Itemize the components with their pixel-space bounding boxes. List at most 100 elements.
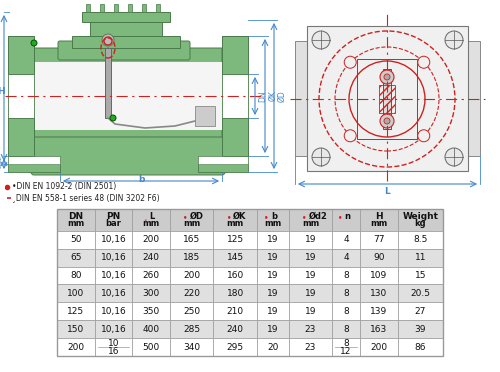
Bar: [94, 320, 132, 338]
Text: 100: 100: [67, 289, 84, 298]
Bar: [170, 320, 214, 338]
Text: 19: 19: [267, 325, 278, 334]
Bar: [132, 231, 170, 248]
Bar: [132, 266, 170, 285]
Bar: [170, 231, 214, 248]
Text: 220: 220: [183, 289, 200, 298]
Bar: [214, 266, 257, 285]
Circle shape: [418, 130, 430, 142]
Text: 4: 4: [343, 235, 349, 244]
Circle shape: [344, 130, 356, 142]
Bar: [198, 156, 248, 164]
Bar: [128, 4, 132, 12]
FancyBboxPatch shape: [8, 36, 34, 156]
Text: H: H: [375, 212, 382, 221]
Bar: [360, 248, 398, 266]
Bar: [90, 22, 162, 36]
Circle shape: [110, 115, 116, 121]
Text: 10: 10: [108, 340, 119, 349]
Text: 295: 295: [226, 343, 244, 352]
Text: L: L: [384, 187, 390, 196]
FancyBboxPatch shape: [34, 48, 222, 96]
Circle shape: [418, 56, 430, 68]
Text: 340: 340: [183, 343, 200, 352]
Bar: [360, 338, 398, 356]
Bar: [257, 338, 288, 356]
Text: ¸: ¸: [144, 214, 147, 220]
Bar: [8, 156, 60, 172]
Bar: [57, 302, 94, 320]
Bar: [94, 209, 132, 231]
Text: 8: 8: [343, 340, 349, 349]
Text: 150: 150: [67, 325, 84, 334]
Text: 8: 8: [343, 325, 349, 334]
Text: 185: 185: [183, 253, 200, 262]
Text: 260: 260: [142, 271, 160, 280]
Text: 130: 130: [370, 289, 388, 298]
Circle shape: [312, 148, 330, 166]
Bar: [332, 231, 360, 248]
Text: 19: 19: [304, 271, 316, 280]
Text: ØD: ØD: [277, 90, 286, 102]
Bar: [360, 266, 398, 285]
Bar: [398, 231, 443, 248]
Bar: [94, 266, 132, 285]
Text: 11: 11: [414, 253, 426, 262]
Bar: [288, 231, 332, 248]
Bar: [72, 36, 180, 48]
Bar: [100, 4, 104, 12]
Text: 19: 19: [267, 271, 278, 280]
Text: 125: 125: [67, 307, 84, 316]
Bar: [288, 302, 332, 320]
Text: 23: 23: [304, 325, 316, 334]
Bar: [398, 302, 443, 320]
Bar: [170, 209, 214, 231]
Bar: [398, 248, 443, 266]
Text: 8.5: 8.5: [413, 235, 428, 244]
Bar: [288, 209, 332, 231]
Text: 10,16: 10,16: [100, 307, 126, 316]
Text: 20.5: 20.5: [410, 289, 430, 298]
Bar: [34, 62, 222, 130]
Text: 77: 77: [373, 235, 384, 244]
Text: •DIN EN 1092-2 (DIN 2501): •DIN EN 1092-2 (DIN 2501): [12, 182, 116, 191]
Text: 10,16: 10,16: [100, 235, 126, 244]
Text: Weight: Weight: [402, 212, 438, 221]
Text: 19: 19: [267, 289, 278, 298]
Bar: [257, 231, 288, 248]
Circle shape: [384, 118, 390, 124]
Text: 50: 50: [70, 235, 82, 244]
Bar: [214, 209, 257, 231]
Bar: [198, 156, 248, 172]
Bar: [156, 4, 160, 12]
Text: mm: mm: [302, 219, 319, 228]
Text: •: •: [264, 214, 269, 220]
Bar: [357, 59, 417, 139]
Text: DN: DN: [68, 212, 84, 221]
Text: 8: 8: [343, 271, 349, 280]
Bar: [307, 26, 468, 171]
Bar: [332, 266, 360, 285]
Bar: [57, 248, 94, 266]
Bar: [132, 209, 170, 231]
Text: b: b: [138, 175, 144, 184]
Bar: [57, 320, 94, 338]
Bar: [468, 41, 480, 156]
Text: 39: 39: [414, 325, 426, 334]
Text: 350: 350: [142, 307, 160, 316]
Bar: [170, 338, 214, 356]
Bar: [94, 285, 132, 302]
Text: L: L: [149, 212, 154, 221]
Text: 15: 15: [414, 271, 426, 280]
Text: 10,16: 10,16: [100, 253, 126, 262]
Text: 240: 240: [142, 253, 160, 262]
Bar: [214, 248, 257, 266]
Bar: [360, 302, 398, 320]
Bar: [142, 4, 146, 12]
Text: 65: 65: [70, 253, 82, 262]
Text: 27: 27: [414, 307, 426, 316]
Text: 200: 200: [370, 343, 388, 352]
Circle shape: [312, 31, 330, 49]
Circle shape: [380, 70, 394, 84]
Bar: [94, 302, 132, 320]
